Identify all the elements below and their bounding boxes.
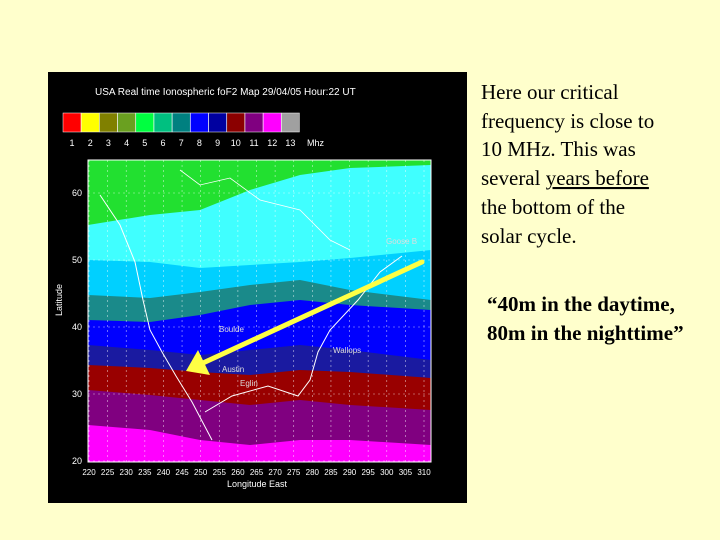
- x-tick-label: 220: [82, 468, 96, 477]
- station-label: Austin: [222, 365, 244, 374]
- quote-line: “40m in the daytime,: [487, 292, 675, 316]
- scale-swatch: [262, 112, 282, 133]
- scale-swatch: [281, 112, 300, 133]
- x-axis-label: Longitude East: [227, 479, 288, 489]
- plot-border: [87, 159, 432, 463]
- x-tick-label: 280: [306, 468, 320, 477]
- station-label: Wallops: [333, 346, 361, 355]
- text-line: Here our critical: [481, 80, 619, 104]
- scale-label: 12: [267, 138, 277, 148]
- x-tick-label: 295: [361, 468, 375, 477]
- scale-label: 5: [142, 138, 147, 148]
- x-tick-label: 250: [194, 468, 208, 477]
- scale-label: 11: [249, 138, 258, 148]
- y-axis-label: Latitude: [54, 284, 64, 316]
- arrow: [186, 259, 425, 375]
- underlined-text: years before: [546, 166, 649, 190]
- x-tick-label: 300: [380, 468, 394, 477]
- x-tick-label: 290: [343, 468, 357, 477]
- text-line: solar cycle.: [481, 224, 577, 248]
- map-plot: [87, 159, 432, 463]
- y-tick-label: 20: [72, 456, 82, 466]
- scale-label: 10: [231, 138, 241, 148]
- x-tick-label: 285: [324, 468, 338, 477]
- y-tick-label: 50: [72, 255, 82, 265]
- scale-swatch: [244, 112, 264, 133]
- scale-label: 7: [179, 138, 184, 148]
- y-tick-label: 60: [72, 188, 82, 198]
- scale-label: 4: [124, 138, 129, 148]
- scale-swatch: [99, 112, 118, 133]
- paragraph: Here our critical frequency is close to …: [481, 80, 654, 248]
- y-tick-label: 40: [72, 322, 82, 332]
- x-tick-label: 310: [417, 468, 431, 477]
- text-part: several: [481, 166, 546, 190]
- scale-swatch: [208, 112, 227, 133]
- x-tick-label: 235: [138, 468, 152, 477]
- quote-line: 80m in the nighttime”: [487, 321, 684, 345]
- coastline: [99, 194, 213, 441]
- x-tick-label: 270: [268, 468, 282, 477]
- station-label: Eglin: [240, 379, 258, 388]
- x-tick-label: 245: [175, 468, 189, 477]
- x-tick-label: 240: [157, 468, 171, 477]
- arrow-head: [186, 350, 210, 375]
- x-tick-label: 265: [250, 468, 264, 477]
- x-tick-label: 275: [287, 468, 301, 477]
- arrow-shaft: [200, 259, 425, 366]
- scale-label: 1: [69, 138, 74, 148]
- map-title: USA Real time Ionospheric foF2 Map 29/04…: [95, 87, 356, 98]
- scale-swatch: [226, 112, 246, 133]
- text-line: 10 MHz. This was: [481, 137, 636, 161]
- scale-label: 13: [285, 138, 295, 148]
- text-line: the bottom of the: [481, 195, 625, 219]
- scale-swatch: [62, 112, 82, 133]
- scale-label: 8: [197, 138, 202, 148]
- text-line: several years before: [481, 166, 649, 190]
- scale-label: 6: [160, 138, 165, 148]
- x-tick-label: 305: [399, 468, 413, 477]
- scale-swatch: [135, 112, 155, 133]
- scale-label: 3: [106, 138, 111, 148]
- scale-label: 2: [88, 138, 93, 148]
- scale-unit: Mhz: [307, 138, 325, 148]
- x-tick-label: 230: [120, 468, 134, 477]
- scale-swatch: [117, 112, 136, 133]
- x-tick-label: 225: [101, 468, 115, 477]
- scale-swatch: [80, 112, 100, 133]
- x-tick-label: 255: [213, 468, 227, 477]
- x-tick-label: 260: [231, 468, 245, 477]
- y-tick-label: 30: [72, 389, 82, 399]
- map-band: [88, 425, 431, 462]
- scale-swatch: [153, 112, 173, 133]
- text-line: frequency is close to: [481, 109, 654, 133]
- station-label: Boulde: [219, 325, 244, 334]
- scale-label: 9: [215, 138, 220, 148]
- coastline: [179, 169, 351, 251]
- scale-swatch: [171, 112, 191, 133]
- station-label: Goose B: [386, 237, 417, 246]
- scale-swatch: [190, 112, 209, 133]
